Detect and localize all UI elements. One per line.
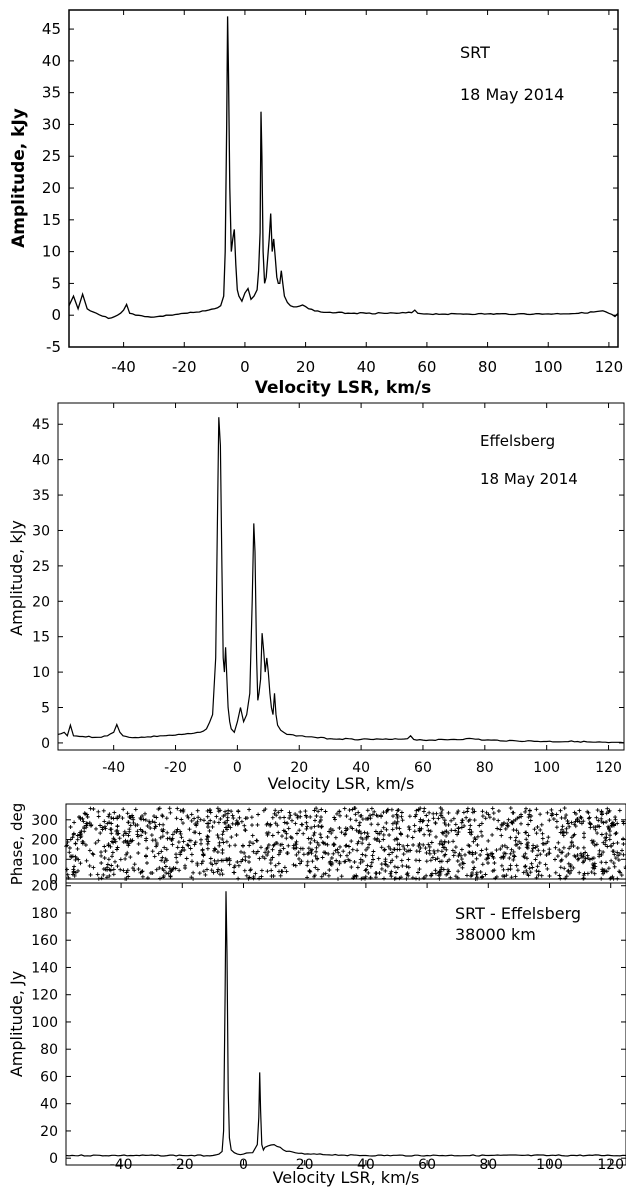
amplitude-yticks: 0 20 40 60 80 100 120 140 160 180 200 [31,879,626,1167]
y-tick-label: 5 [51,274,61,292]
x-tick-label: 100 [536,1157,563,1173]
x-tick-label: 0 [240,358,250,376]
x-tick-label: -20 [172,358,197,376]
srt-frame [68,9,619,348]
y-tick-label: 10 [32,665,50,681]
chart-srt-panel: -40 -20 0 20 40 60 80 100 120 -5 0 5 10 15 20 25 30 35 40… [9,9,623,398]
y-tick-label: 30 [42,115,61,133]
x-tick-label: 20 [290,760,308,776]
y-tick-label: 100 [31,852,58,868]
amplitude-y-axis-label: Amplitude, Jy [7,971,26,1077]
x-tick-label: 100 [533,760,560,776]
x-tick-label: -40 [102,760,125,776]
srt-xticks: -40 -20 0 20 40 60 80 100 120 [111,10,623,376]
y-tick-label: 20 [40,1124,58,1140]
y-tick-label: 120 [31,988,58,1004]
y-tick-label: 35 [42,84,61,102]
srt-annotation-title: SRT [460,43,490,62]
y-tick-label: 40 [40,1097,58,1113]
y-tick-label: 20 [32,594,50,610]
x-tick-label: -20 [164,760,187,776]
effelsberg-x-axis-label: Velocity LSR, km/s [268,774,415,793]
y-tick-label: 15 [32,630,50,646]
phase-y-axis-label: Phase, deg [8,803,26,886]
srt-x-axis-label: Velocity LSR, km/s [255,378,432,398]
y-tick-label: 40 [42,52,61,70]
x-tick-label: 80 [478,358,497,376]
x-tick-label: 60 [417,358,436,376]
x-tick-label: 120 [595,760,622,776]
x-tick-label: 120 [595,358,624,376]
y-tick-label: 180 [31,906,58,922]
y-tick-label: 200 [31,879,58,895]
y-tick-label: 35 [32,488,50,504]
x-tick-label: 80 [479,1157,497,1173]
x-tick-label: 60 [418,1157,436,1173]
x-tick-label: 120 [597,1157,624,1173]
phase-yticks: 0 100 200 300 [31,813,626,888]
effelsberg-y-axis-label: Amplitude, kJy [7,520,26,636]
x-tick-label: 100 [534,358,563,376]
y-tick-label: 45 [32,417,50,433]
amplitude-spectrum-line [65,891,626,1157]
y-tick-label: 0 [49,872,58,888]
x-tick-label: -20 [171,1157,194,1173]
x-tick-label: -40 [111,358,136,376]
phase-point-markers [64,806,626,881]
y-tick-label: 25 [32,559,50,575]
amplitude-annotation-baseline: 38000 km [455,925,536,944]
amplitude-xticks: -40 -20 0 20 40 60 80 100 120 [110,883,624,1173]
x-tick-label: 60 [414,760,432,776]
y-tick-label: 300 [31,813,58,829]
y-tick-label: 200 [31,833,58,849]
x-tick-label: 0 [233,760,242,776]
chart-effelsberg-panel: -40 -20 0 20 40 60 80 100 120 0 5 10 15 20 25 30 35 40 45… [7,402,625,793]
y-tick-label: 0 [51,306,61,324]
y-tick-label: 140 [31,960,58,976]
x-tick-label: 40 [352,760,370,776]
effelsberg-annotation-title: Effelsberg [480,432,555,450]
effelsberg-yticks: 0 5 10 15 20 25 30 35 40 45 [32,417,624,752]
y-tick-label: -5 [46,338,61,356]
y-tick-label: 5 [41,701,50,717]
srt-yticks: -5 0 5 10 15 20 25 30 35 40 45 [42,20,618,356]
y-tick-label: 40 [32,453,50,469]
effelsberg-annotation-date: 18 May 2014 [480,470,578,488]
x-tick-label: 20 [296,1157,314,1173]
y-tick-label: 15 [42,211,61,229]
x-tick-label: 40 [357,358,376,376]
y-tick-label: 0 [49,1151,58,1167]
x-tick-label: -40 [110,1157,133,1173]
x-tick-label: 0 [239,1157,248,1173]
x-tick-label: 20 [296,358,315,376]
x-tick-label: 80 [476,760,494,776]
y-tick-label: 0 [41,736,50,752]
y-tick-label: 100 [31,1015,58,1031]
y-tick-label: 25 [42,147,61,165]
x-tick-label: 40 [357,1157,375,1173]
amplitude-x-axis-label: Velocity LSR, km/s [273,1168,420,1187]
phase-points [64,806,626,881]
y-tick-label: 45 [42,20,61,38]
y-tick-label: 30 [32,523,50,539]
y-tick-label: 60 [40,1069,58,1085]
srt-annotation-date: 18 May 2014 [460,85,564,104]
y-tick-label: 160 [31,933,58,949]
y-tick-label: 20 [42,179,61,197]
srt-y-axis-label: Amplitude, kJy [9,108,29,248]
srt-spectrum-line [68,16,619,320]
effelsberg-spectrum-line [57,417,625,744]
effelsberg-xticks: -40 -20 0 20 40 60 80 100 120 [102,403,622,776]
y-tick-label: 10 [42,243,61,261]
amplitude-frame [65,882,626,1166]
effelsberg-frame [57,402,625,751]
y-tick-label: 80 [40,1042,58,1058]
amplitude-annotation-title: SRT - Effelsberg [455,904,581,923]
